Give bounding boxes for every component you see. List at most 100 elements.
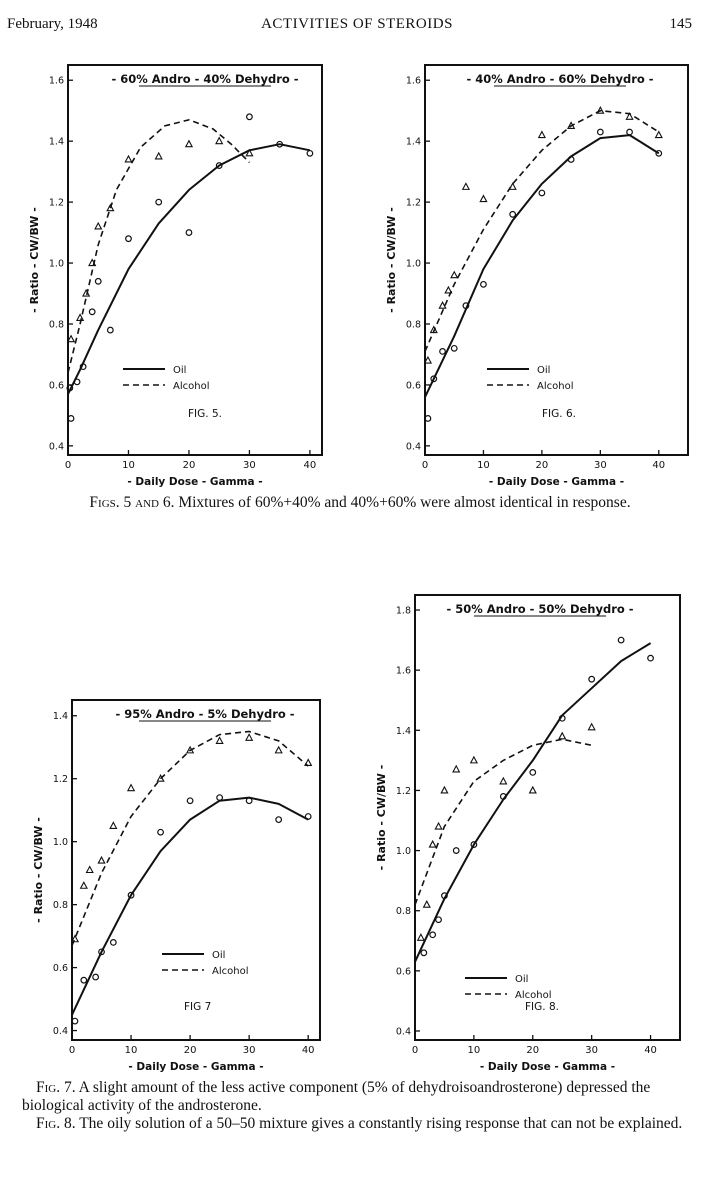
x-axis-label: - Daily Dose - Gamma - <box>489 476 624 488</box>
oil-data-point <box>125 235 132 243</box>
oil-data-point <box>71 1017 79 1025</box>
plot-frame <box>414 594 681 1041</box>
figure-label: FIG 7 <box>184 1001 211 1013</box>
x-axis-label: - Daily Dose - Gamma - <box>480 1061 615 1073</box>
figures-5-6-caption: Figs. 5 and 6. Mixtures of 60%+40% and 4… <box>60 494 660 512</box>
legend-alcohol-label: Alcohol <box>537 381 573 392</box>
x-tick-label: 40 <box>652 460 665 471</box>
alcohol-data-point <box>154 151 163 160</box>
alcohol-data-point <box>434 821 443 830</box>
oil-data-point <box>424 415 432 422</box>
alcohol-data-point <box>450 270 459 279</box>
oil-data-point <box>538 189 546 197</box>
alcohol-data-point <box>416 933 426 941</box>
y-tick-label: 1.8 <box>396 606 411 617</box>
alcohol-data-point <box>429 325 438 334</box>
alcohol-curve <box>424 109 660 352</box>
oil-data-point <box>94 277 102 285</box>
y-axis-label: - Ratio - CW/BW - <box>375 765 388 871</box>
oil-data-point <box>626 128 633 136</box>
oil-data-point <box>529 768 537 776</box>
y-tick-label: 0.6 <box>396 966 411 977</box>
y-tick-label: 1.2 <box>53 774 68 785</box>
x-tick-label: 10 <box>122 460 135 471</box>
x-tick-label: 0 <box>65 460 71 471</box>
chart-title: - 60% Andro - 40% Dehydro - <box>111 72 298 86</box>
alcohol-data-point <box>106 203 115 212</box>
alcohol-data-point <box>185 745 195 754</box>
alcohol-data-point <box>215 136 224 145</box>
oil-data-point <box>275 816 283 824</box>
oil-data-point <box>98 948 105 956</box>
oil-data-point <box>79 363 87 371</box>
page-number: 145 <box>669 16 693 32</box>
figure-7-caption: Fig. 7. A slight amount of the less acti… <box>22 1079 694 1115</box>
legend-alcohol-label: Alcohol <box>212 966 248 977</box>
y-tick-label: 0.4 <box>396 1026 411 1037</box>
alcohol-data-point <box>274 745 283 754</box>
oil-data-point <box>647 654 654 662</box>
figure-label: FIG. 6. <box>542 408 576 420</box>
oil-data-point <box>66 384 74 392</box>
x-tick-label: 20 <box>526 1045 539 1056</box>
oil-data-point <box>439 348 446 355</box>
y-tick-label: 0.8 <box>406 319 421 330</box>
alcohol-data-point <box>440 785 449 794</box>
oil-data-point <box>276 140 284 148</box>
alcohol-curve <box>67 118 250 373</box>
plot-frame <box>424 64 689 456</box>
alcohol-data-point <box>124 154 133 163</box>
caption-text: Mixtures of 60%+40% and 40%+60% were alm… <box>178 494 631 511</box>
alcohol-data-point <box>66 334 76 343</box>
oil-data-point <box>567 156 575 163</box>
oil-data-point <box>245 797 253 805</box>
x-axis-label: - Daily Dose - Gamma - <box>127 476 262 488</box>
running-header-date: February, 1948 <box>7 16 98 32</box>
alcohol-data-point <box>499 776 508 785</box>
alcohol-curve <box>414 738 592 905</box>
caption-text: The oily solution of a 50–50 mixture giv… <box>79 1115 683 1132</box>
oil-curve <box>67 143 311 395</box>
running-header-title: ACTIVITIES OF STEROIDS <box>261 16 453 32</box>
alcohol-data-point <box>245 733 254 741</box>
y-tick-label: 1.0 <box>49 259 64 270</box>
alcohol-data-point <box>184 139 194 148</box>
x-tick-label: 0 <box>69 1045 75 1056</box>
x-tick-label: 40 <box>302 1045 315 1056</box>
oil-data-point <box>462 302 470 310</box>
alcohol-data-point <box>215 736 224 744</box>
oil-data-point <box>429 931 437 939</box>
oil-data-point <box>558 714 566 722</box>
oil-curve <box>414 642 652 963</box>
oil-data-point <box>185 229 193 236</box>
oil-data-point <box>92 973 100 981</box>
alcohol-data-point <box>654 130 663 139</box>
alcohol-data-point <box>528 785 537 794</box>
figure-6-chart: 0 10 20 30 40 0.4 0.6 0.8 1.0 1.2 1.4 1.6 - 40% Andr… <box>385 64 689 488</box>
x-tick-label: 40 <box>304 460 317 471</box>
oil-data-point <box>73 378 81 386</box>
oil-data-point <box>655 149 663 157</box>
x-tick-label: 0 <box>422 460 428 471</box>
oil-data-point <box>430 375 438 383</box>
oil-data-point <box>306 149 314 157</box>
y-tick-label: 1.4 <box>396 726 411 737</box>
x-tick-label: 30 <box>243 460 256 471</box>
y-tick-label: 1.4 <box>49 137 64 148</box>
x-tick-label: 20 <box>536 460 549 471</box>
legend-oil-label: Oil <box>537 365 550 376</box>
oil-data-point <box>420 949 428 957</box>
alcohol-data-point <box>97 855 106 864</box>
figure-5-chart: 0 10 20 30 40 0.4 0.6 0.8 1.0 1.2 1.4 1.6 - 60% Andr… <box>28 64 323 488</box>
oil-data-point <box>216 794 224 801</box>
alcohol-data-point <box>558 731 567 740</box>
figure-label: FIG. 5. <box>188 408 222 420</box>
oil-data-point <box>509 210 517 218</box>
alcohol-data-point <box>94 221 103 230</box>
oil-curve <box>424 134 660 398</box>
caption-label: Fig. 8. <box>36 1115 76 1132</box>
alcohol-data-point <box>508 182 517 190</box>
x-tick-label: 10 <box>125 1045 138 1056</box>
y-tick-label: 0.8 <box>396 906 411 917</box>
oil-data-point <box>452 847 460 854</box>
